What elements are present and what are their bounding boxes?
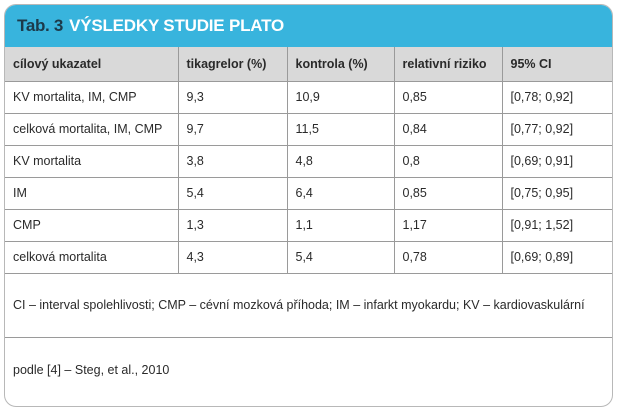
cell-endpoint: celková mortalita, IM, CMP <box>5 113 179 146</box>
cell-ci: [0,78; 0,92] <box>502 81 612 114</box>
cell-ticagrelor: 3,8 <box>178 145 288 178</box>
cell-ci: [0,69; 0,91] <box>502 145 612 178</box>
table-title: VÝSLEDKY STUDIE PLATO <box>69 16 285 35</box>
cell-control: 10,9 <box>287 81 395 114</box>
header-ticagrelor: tikagrelor (%) <box>178 47 288 82</box>
cell-control: 1,1 <box>287 209 395 242</box>
table-row: IM 5,4 6,4 0,85 [0,75; 0,95] <box>5 177 612 210</box>
cell-endpoint: CMP <box>5 209 179 242</box>
cell-ci: [0,75; 0,95] <box>502 177 612 210</box>
cell-relative-risk: 0,85 <box>394 177 503 210</box>
cell-ticagrelor: 5,4 <box>178 177 288 210</box>
table-row: CMP 1,3 1,1 1,17 [0,91; 1,52] <box>5 209 612 242</box>
cell-control: 5,4 <box>287 241 395 274</box>
cell-relative-risk: 0,8 <box>394 145 503 178</box>
footnote-text: CI – interval spolehlivosti; CMP – cévní… <box>13 298 585 312</box>
cell-relative-risk: 0,85 <box>394 81 503 114</box>
results-table: cílový ukazatel tikagrelor (%) kontrola … <box>5 47 612 274</box>
source-citation: podle [4] – Steg, et al., 2010 <box>5 338 612 402</box>
cell-control: 6,4 <box>287 177 395 210</box>
cell-endpoint: KV mortalita <box>5 145 179 178</box>
cell-control: 4,8 <box>287 145 395 178</box>
cell-endpoint: celková mortalita <box>5 241 179 274</box>
table-row: celková mortalita 4,3 5,4 0,78 [0,69; 0,… <box>5 241 612 274</box>
table-header-row: cílový ukazatel tikagrelor (%) kontrola … <box>5 47 612 82</box>
cell-ticagrelor: 1,3 <box>178 209 288 242</box>
cell-ci: [0,77; 0,92] <box>502 113 612 146</box>
table-row: KV mortalita, IM, CMP 9,3 10,9 0,85 [0,7… <box>5 81 612 114</box>
table-row: KV mortalita 3,8 4,8 0,8 [0,69; 0,91] <box>5 145 612 178</box>
table-number-label: Tab. 3 <box>17 16 64 35</box>
header-relative-risk: relativní riziko <box>394 47 503 82</box>
cell-ticagrelor: 9,3 <box>178 81 288 114</box>
table-title-bar: Tab. 3 VÝSLEDKY STUDIE PLATO <box>5 5 612 47</box>
cell-relative-risk: 0,78 <box>394 241 503 274</box>
header-ci: 95% CI <box>502 47 612 82</box>
cell-control: 11,5 <box>287 113 395 146</box>
abbreviations-footnote: CI – interval spolehlivosti; CMP – cévní… <box>5 274 612 338</box>
cell-endpoint: KV mortalita, IM, CMP <box>5 81 179 114</box>
cell-ci: [0,91; 1,52] <box>502 209 612 242</box>
results-table-card: Tab. 3 VÝSLEDKY STUDIE PLATO cílový ukaz… <box>4 4 613 407</box>
header-control: kontrola (%) <box>287 47 395 82</box>
cell-ticagrelor: 4,3 <box>178 241 288 274</box>
cell-relative-risk: 0,84 <box>394 113 503 146</box>
cell-ci: [0,69; 0,89] <box>502 241 612 274</box>
header-endpoint: cílový ukazatel <box>5 47 179 82</box>
table-row: celková mortalita, IM, CMP 9,7 11,5 0,84… <box>5 113 612 146</box>
cell-endpoint: IM <box>5 177 179 210</box>
source-text: podle [4] – Steg, et al., 2010 <box>13 362 170 377</box>
cell-ticagrelor: 9,7 <box>178 113 288 146</box>
cell-relative-risk: 1,17 <box>394 209 503 242</box>
